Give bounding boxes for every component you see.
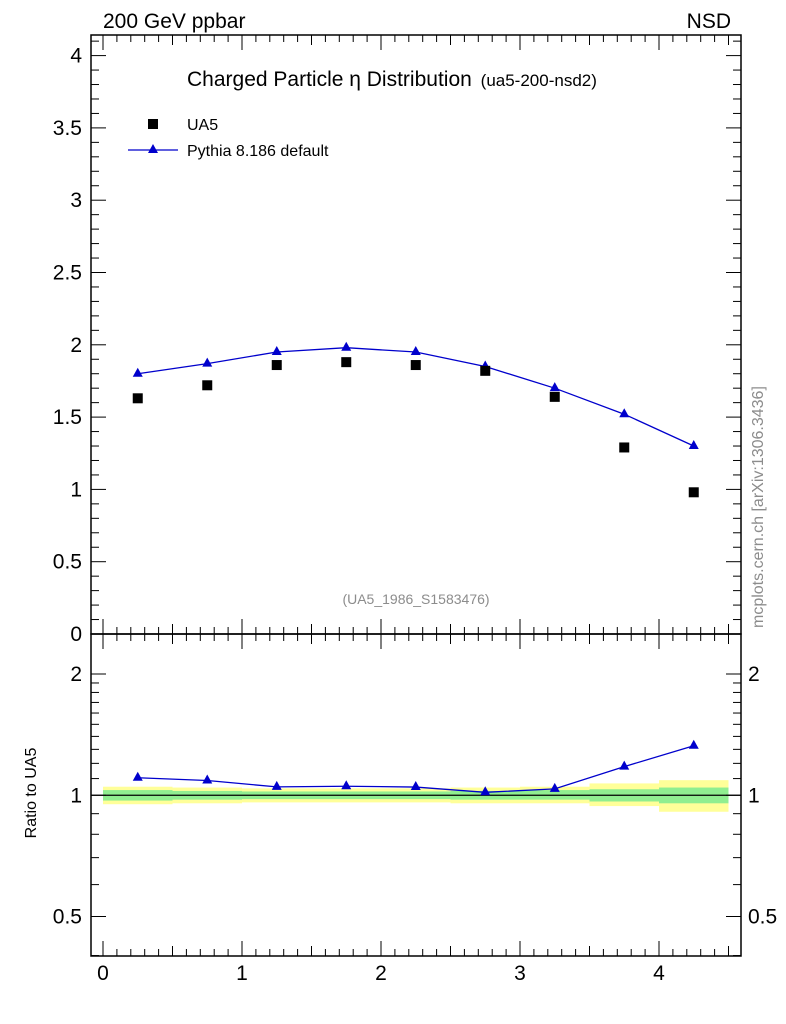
xtick-label: 1 xyxy=(236,962,248,985)
top-ytick-label: 1.5 xyxy=(53,406,82,429)
ua5-point xyxy=(410,360,421,371)
pythia-point xyxy=(619,408,630,418)
ua5-point xyxy=(132,393,143,404)
top-panel: 0 0.5 1 1.5 2 2.5 3 3.5 4 Charged Particle η Dis… xyxy=(53,34,742,646)
ratio-point xyxy=(132,771,143,781)
top-ytick-label: 2 xyxy=(70,334,82,357)
legend-label-ua5: UA5 xyxy=(187,117,218,134)
ua5-point xyxy=(688,487,699,498)
xtick-label: 0 xyxy=(97,962,109,985)
chart-title-id: (ua5-200-nsd2) xyxy=(481,71,597,90)
ua5-point xyxy=(619,442,630,453)
ua5-point xyxy=(271,360,282,371)
top-ytick-label: 4 xyxy=(70,45,82,68)
pythia-point xyxy=(202,357,213,367)
bottom-plot-frame xyxy=(90,633,742,957)
ua5-point xyxy=(341,357,352,368)
xtick-label: 2 xyxy=(375,962,387,985)
header-right-label: NSD xyxy=(687,10,731,33)
pythia-point xyxy=(410,346,421,356)
chart-title-main: Charged Particle η Distribution xyxy=(187,68,472,91)
top-ytick-label: 3.5 xyxy=(53,117,82,140)
bot-ytick-label-left: 1 xyxy=(70,784,82,807)
top-ytick-label: 1 xyxy=(70,478,82,501)
pythia-point xyxy=(271,346,282,356)
analysis-watermark: (UA5_1986_S1583476) xyxy=(342,591,489,607)
top-ytick-label: 0 xyxy=(70,623,82,646)
legend-marker-ua5 xyxy=(148,119,158,129)
top-ytick-label: 3 xyxy=(70,189,82,212)
side-arxiv-label: mcplots.cern.ch [arXiv:1306.3436] xyxy=(750,386,767,628)
chart-title: Charged Particle η Distribution (ua5-200… xyxy=(187,68,597,91)
pythia-point xyxy=(132,367,143,377)
bot-ytick-label-left: 0.5 xyxy=(53,906,82,929)
pythia-point xyxy=(549,382,560,392)
ratio-point xyxy=(480,786,491,796)
ratio-point xyxy=(341,780,352,790)
legend-label-pythia: Pythia 8.186 default xyxy=(187,143,329,160)
ratio-point xyxy=(688,739,699,749)
ratio-point xyxy=(410,781,421,791)
header-left-label: 200 GeV ppbar xyxy=(103,10,245,33)
bot-ytick-label-right: 1 xyxy=(748,784,760,807)
xtick-label: 3 xyxy=(514,962,526,985)
pythia-point xyxy=(341,341,352,351)
top-ytick-label: 0.5 xyxy=(53,551,82,574)
legend-marker-pythia xyxy=(148,144,158,153)
ratio-point xyxy=(619,760,630,770)
ua5-point xyxy=(202,380,213,391)
legend: UA5 Pythia 8.186 default xyxy=(128,117,329,160)
bot-ytick-label-left: 2 xyxy=(70,663,82,686)
bottom-panel: 0.5 0.5 1 1 2 2 0 1 2 3 4 Ratio to UA5 xyxy=(23,633,777,985)
ratio-point xyxy=(271,780,282,790)
ua5-point xyxy=(549,391,560,402)
ua5-point xyxy=(480,365,491,376)
pythia-point xyxy=(688,440,699,450)
ratio-y-axis-label: Ratio to UA5 xyxy=(23,748,40,839)
ratio-point xyxy=(202,774,213,784)
ratio-point xyxy=(549,782,560,792)
xtick-label: 4 xyxy=(653,962,665,985)
top-ytick-label: 2.5 xyxy=(53,262,82,285)
bot-ytick-label-right: 2 xyxy=(748,663,760,686)
bot-ytick-label-right: 0.5 xyxy=(748,906,777,929)
